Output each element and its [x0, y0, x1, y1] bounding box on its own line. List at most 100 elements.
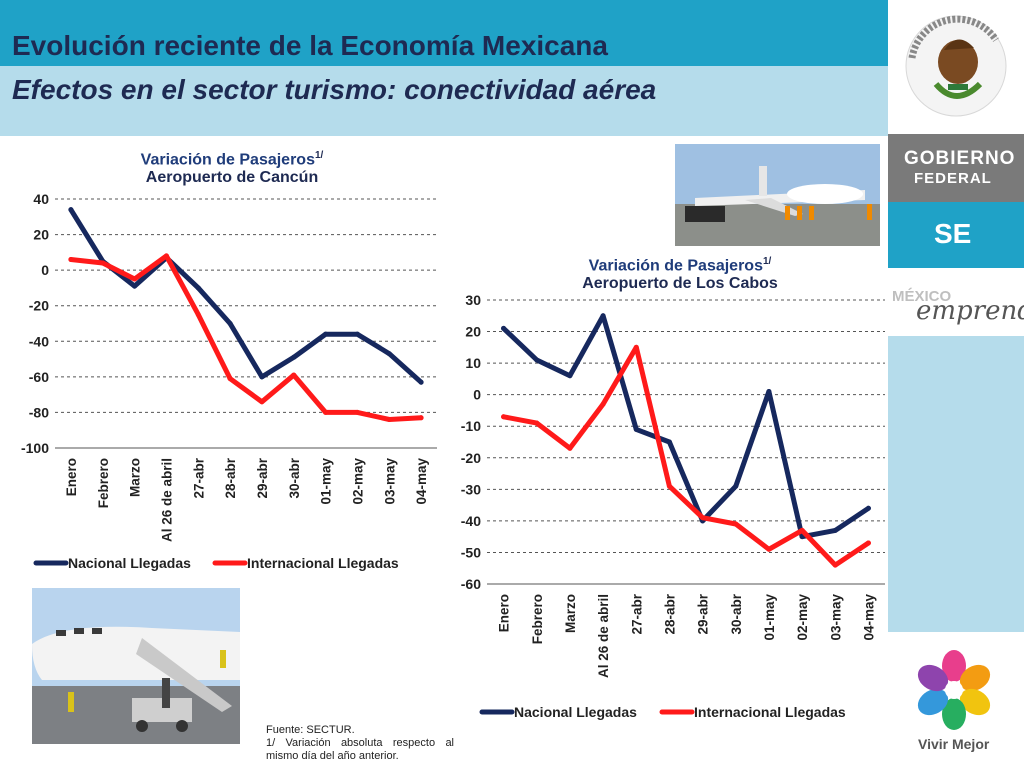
se-logo: SE [888, 202, 1024, 268]
chart2-series-internacional-point [865, 540, 871, 546]
chart1-title-sup: 1/ [314, 150, 324, 161]
chart2-series-nacional-point [567, 373, 573, 379]
chart-cancun: 40 20 0 -20 -40 -60 -80 -100 Enero Febrero Marzo Al… [21, 191, 437, 571]
chart2-series-internacional-point [799, 527, 805, 533]
chart2-series-internacional-point [501, 414, 507, 420]
emprende-label: emprende [916, 296, 1024, 326]
chart1-series-nacional-point [132, 283, 138, 289]
gobierno-federal-logo: GOBIERNO FEDERAL [888, 134, 1024, 202]
chart2-xtick-label: Marzo [563, 594, 578, 633]
chart1-series-nacional-point [259, 374, 265, 380]
chart1-series-internacional-point [195, 312, 201, 318]
chart1-xtick-label: Enero [64, 458, 79, 496]
chart1-series-nacional-point [386, 351, 392, 357]
chart2-xtick-label: 30-abr [729, 593, 744, 634]
chart1-series-nacional-point [323, 331, 329, 337]
chart1-legend-label: Internacional Llegadas [247, 555, 399, 571]
chart2-series-internacional-point [832, 562, 838, 568]
chart2-series-nacional-point [600, 313, 606, 319]
chart1-xtick-label: 28-abr [223, 457, 238, 498]
chart1-series-nacional-point [418, 379, 424, 385]
chart2-series-internacional-point [633, 344, 639, 350]
chart2-series-internacional-point [733, 521, 739, 527]
page-title: Evolución reciente de la Economía Mexica… [12, 30, 608, 61]
chart2-xtick-label: Enero [497, 594, 512, 632]
chart2-series-internacional-point [700, 515, 706, 521]
footnote-note: 1/ Variación absoluta respecto al mismo … [266, 737, 454, 762]
vivir-mejor-logo: Vivir Mejor [888, 640, 1024, 768]
chart1-ytick-label: 20 [33, 227, 49, 243]
chart2-series-internacional-point [600, 401, 606, 407]
chart1-series-internacional-line [68, 253, 424, 422]
federal-label: FEDERAL [914, 170, 992, 187]
chart2-series-internacional-line [501, 344, 871, 568]
chart2-ytick-label: 30 [465, 292, 481, 308]
chart1-series-internacional-point [418, 415, 424, 421]
chart1-ytick-label: -20 [29, 298, 49, 314]
chart2-title: Variación de Pasajeros [588, 257, 763, 275]
chart1-series-internacional-point [354, 409, 360, 415]
chart1-series-nacional-point [291, 354, 297, 360]
chart2-xtick-label: 27-abr [629, 593, 644, 634]
chart1-series-internacional-point [132, 276, 138, 282]
chart1-series-internacional-point [100, 260, 106, 266]
chart2-xtick-label: 01-may [762, 594, 777, 641]
footnote-source: Fuente: SECTUR. [266, 724, 355, 736]
sidebar-blue-panel [888, 336, 1024, 632]
chart1-series-nacional-point [227, 321, 233, 326]
chart2-ytick-label: -20 [461, 450, 481, 466]
chart2-series-nacional-point [832, 527, 838, 533]
chart2-series-internacional-point [567, 445, 573, 451]
mexico-seal-logo [888, 0, 1024, 134]
chart2-xtick-label: 28-abr [662, 593, 677, 634]
chart1-series-internacional-point [163, 253, 169, 259]
footnote: Fuente: SECTUR. 1/ Variación absoluta re… [266, 724, 454, 763]
header-top-band [0, 0, 888, 66]
chart1-xtick-label: 29-abr [255, 457, 270, 498]
chart1-title-block: Variación de Pasajeros1/ Aeropuerto de C… [92, 150, 372, 187]
chart1-series-internacional-point [68, 256, 74, 262]
chart2-ytick-label: -40 [461, 513, 481, 529]
gobierno-label: GOBIERNO [904, 148, 1016, 169]
chart1-series-internacional-point [386, 417, 392, 423]
chart1-xtick-label: 01-may [319, 458, 334, 505]
chart1-xtick-label: 04-may [414, 458, 429, 505]
chart1-ytick-label: 40 [33, 191, 49, 207]
chart2-xtick-label: 04-may [861, 594, 876, 641]
chart2-xtick-label: Febrero [530, 594, 545, 644]
chart2-xtick-label: 03-may [828, 594, 843, 641]
chart1-ytick-label: 0 [41, 262, 49, 278]
chart1-series-nacional-line [68, 207, 424, 385]
chart1-ytick-label: -80 [29, 404, 49, 420]
chart-los-cabos: 30 20 10 0 -10 -20 -30 -40 -50 -60 Enero Febrero Mar… [461, 292, 885, 720]
chart2-xtick-label: Al 26 de abril [596, 594, 611, 678]
chart2-title-sup: 1/ [762, 256, 772, 267]
chart2-series-internacional-point [666, 483, 672, 489]
chart1-subtitle: Aeropuerto de Cancún [145, 169, 319, 187]
chart1-series-internacional-point [259, 399, 265, 405]
header-banner: Evolución reciente de la Economía Mexica… [0, 0, 888, 136]
vivir-mejor-flower-icon [917, 650, 991, 730]
chart2-series-nacional-point [799, 534, 805, 540]
chart1-ytick-label: -40 [29, 333, 49, 349]
chart2-ytick-label: 0 [473, 387, 481, 403]
chart2-series-internacional-point [534, 420, 540, 426]
chart1-series-nacional-point [68, 207, 74, 213]
vivir-mejor-label: Vivir Mejor [918, 736, 990, 752]
chart2-series-nacional-point [534, 357, 540, 363]
chart2-title-block: Variación de Pasajeros1/ Aeropuerto de L… [540, 256, 820, 293]
chart2-series-nacional-point [733, 483, 739, 489]
chart1-title: Variación de Pasajeros [140, 151, 315, 169]
chart2-ytick-label: -50 [461, 544, 481, 560]
airplane-photo-bottom [32, 588, 240, 744]
chart2-series-nacional-point [501, 325, 507, 331]
chart2-ytick-label: -60 [461, 576, 481, 592]
chart2-ytick-label: 10 [465, 355, 481, 371]
chart2-ytick-label: 20 [465, 324, 481, 340]
chart2-series-nacional-point [633, 426, 639, 432]
chart2-series-nacional-point [766, 389, 772, 395]
chart2-series-nacional-point [666, 439, 672, 445]
chart1-xtick-label: Febrero [96, 458, 111, 508]
chart1-xtick-label: 02-may [350, 458, 365, 505]
airplane-photo-top [675, 144, 880, 246]
